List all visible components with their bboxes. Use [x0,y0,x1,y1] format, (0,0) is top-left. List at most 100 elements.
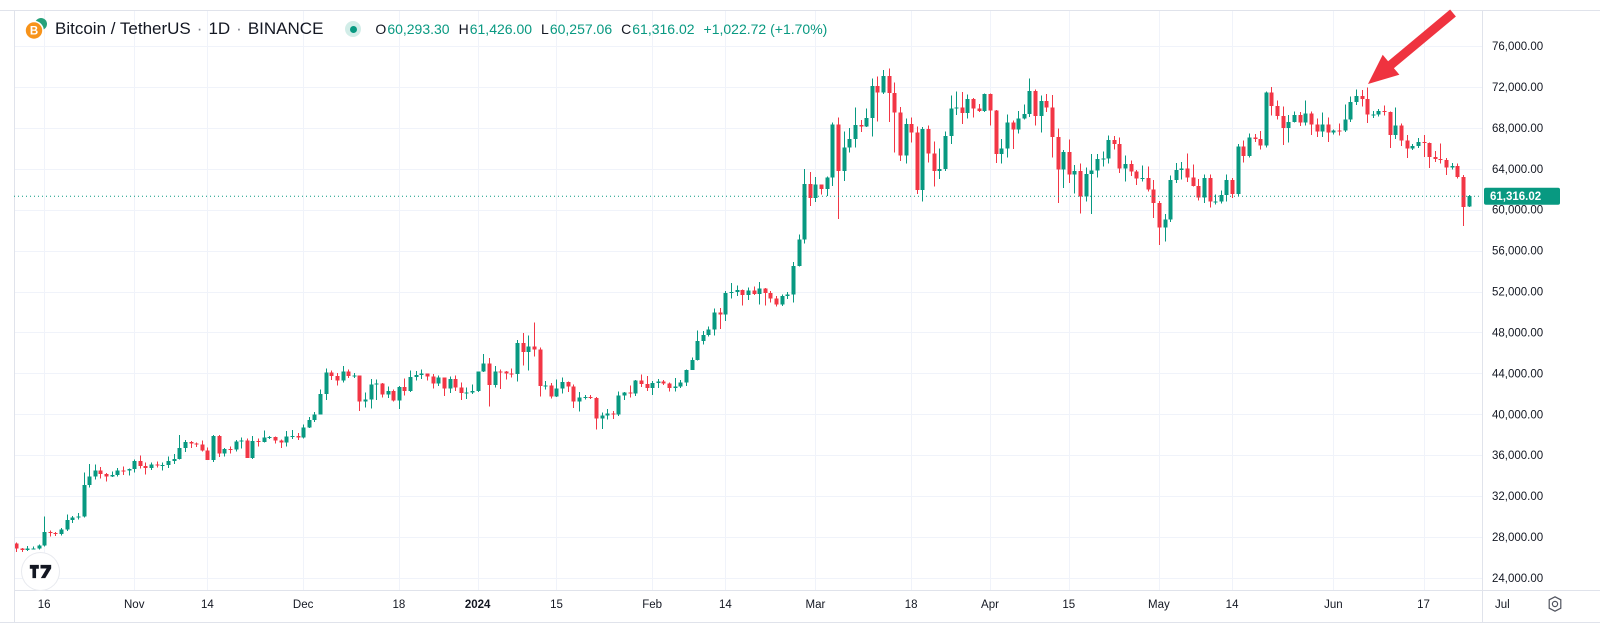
candle-body-down [1208,178,1213,202]
candle-body-up [1089,170,1094,175]
candle-body-down [498,371,503,373]
time-tick-label: Jul [1495,599,1510,611]
candle-body-down [1253,137,1258,139]
candle-body-down [1433,156,1438,160]
candle-body-up [250,440,255,458]
candle-body-down [994,110,999,154]
candle-body-down [14,543,19,549]
candle-body-up [633,380,638,394]
candle-body-down [594,398,599,419]
candle-body-down [639,380,644,385]
candle-body-down [1326,124,1331,133]
candle-body-down [1455,166,1460,178]
candle-body-down [960,107,965,113]
candle-body-down [1011,122,1016,130]
low-label: L [541,21,549,37]
candle-body-up [678,382,683,387]
candle-body-up [650,382,655,388]
candle-body-up [93,470,98,477]
open-label: O [375,21,387,37]
candle-body-up [583,396,588,398]
price-tick-label: 32,000.00 [1492,491,1543,503]
price-tick-label: 28,000.00 [1492,532,1543,544]
time-axis[interactable]: 16 Nov 14 Dec 18 2024 15 Feb 14 Mar 18 Apr 15 May 14 Ju… [38,599,1510,611]
candle-body-up [1106,139,1111,159]
high-value: 61,426.00 [469,21,533,37]
candle-body-up [870,86,875,119]
candle-body-up [656,381,661,383]
candle-body-down [189,441,194,444]
symbol-logo-icon: B [24,17,48,41]
candle-body-up [369,384,374,400]
candle-body-up [1039,100,1044,117]
candle-body-up [262,437,267,443]
tradingview-logo[interactable] [22,553,59,590]
candle-body-down [628,392,633,394]
candle-body-down [752,290,757,294]
candle-body-up [31,548,36,550]
candle-body-up [825,177,830,189]
candle-body-down [121,470,126,472]
candle-body-down [48,531,53,533]
time-tick-label: May [1148,599,1170,611]
symbol-title[interactable]: Bitcoin / TetherUS · 1D · BINANCE [55,19,323,39]
candle-body-up [1286,122,1291,129]
candle-body-down [549,385,554,397]
candle-body-up [999,148,1004,154]
close-label: C [621,21,632,37]
candle-body-up [239,440,244,442]
title-separator: · [196,19,203,38]
gear-icon [1548,596,1562,612]
candle-body-down [763,288,768,294]
exchange-label: BINANCE [247,19,324,38]
candle-body-down [588,396,593,399]
candle-body-up [82,485,87,517]
candle-body-up [965,99,970,113]
candle-body-up [110,474,115,477]
candle-body-down [1157,203,1162,228]
candle-body-up [1303,113,1308,123]
candles [14,68,1472,553]
price-axis[interactable]: 76,000.00 72,000.00 68,000.00 64,000.00 60,0… [1484,41,1560,585]
candle-body-down [645,384,650,388]
candle-body-down [1438,159,1443,161]
time-tick-label: 15 [1062,599,1075,611]
candle-body-up [1219,194,1224,202]
time-axis-settings-button[interactable] [1544,594,1566,614]
arrow-annotation[interactable] [1368,9,1456,85]
candle-body-up [149,464,154,469]
candle-body-up [1174,169,1179,181]
candle-body-down [329,372,334,376]
candle-body-down [1399,125,1404,141]
price-tick-label: 68,000.00 [1492,123,1543,135]
symbol-name: Bitcoin / TetherUS [55,19,191,38]
candle-body-up [363,399,368,402]
candle-body-up [847,139,852,148]
time-tick-label: 17 [1417,599,1430,611]
candle-body-up [436,377,441,384]
candle-body-down [1230,180,1235,194]
candle-body-down [1258,138,1263,146]
time-tick-label: 14 [719,599,732,611]
candle-body-up [706,329,711,335]
time-tick-label: 18 [392,599,405,611]
candle-body-down [1315,124,1320,132]
price-tick-label: 56,000.00 [1492,246,1543,258]
candle-body-down [425,373,430,377]
candle-body-down [1422,141,1427,144]
candle-body-down [205,450,210,460]
candle-body-down [988,93,993,111]
candle-body-down [1405,140,1410,149]
interval-label: 1D [208,19,231,38]
candle-body-down [1112,139,1117,144]
candle-body-down [915,132,920,190]
candle-body-up [600,415,605,419]
candle-body-up [560,381,565,389]
candle-body-down [887,75,892,94]
open-value: 60,293.30 [387,21,450,37]
candle-body-down [53,532,58,534]
candle-body-down [774,298,779,305]
candle-body-up [307,419,312,428]
